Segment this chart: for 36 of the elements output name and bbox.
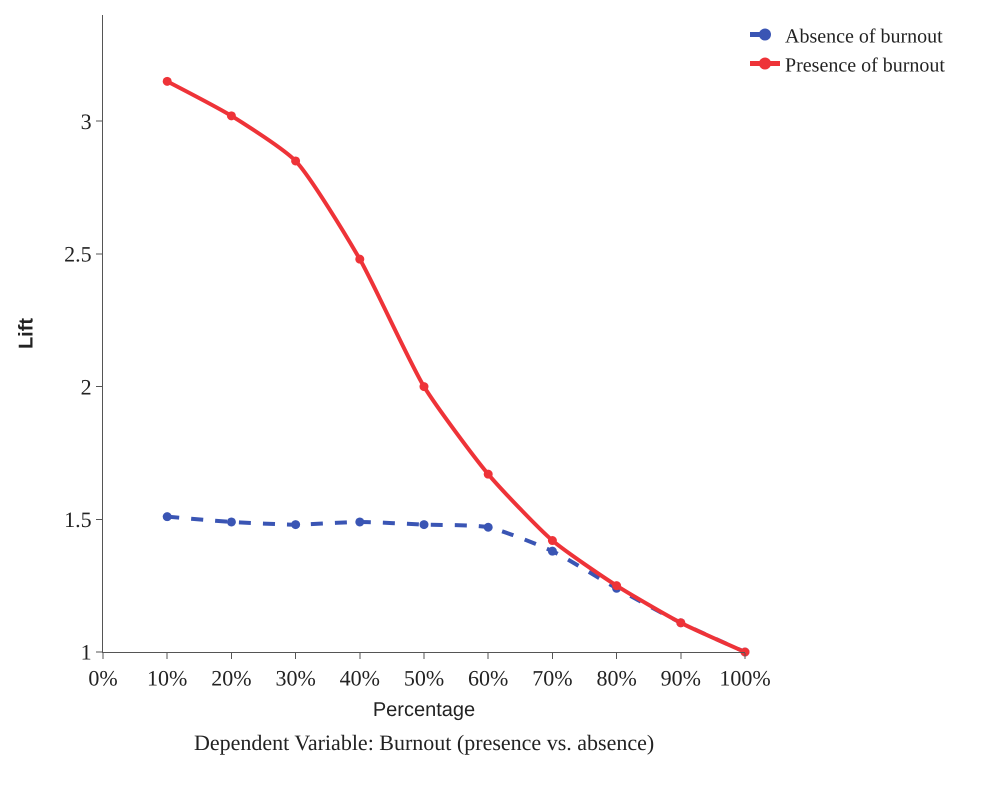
point (548, 546, 557, 556)
point (162, 512, 172, 522)
y-tick-label: 3 (80, 108, 92, 134)
point (226, 111, 236, 120)
x-tick-label: 100% (719, 665, 771, 690)
y-tick-label: 1 (80, 640, 92, 665)
point (612, 581, 622, 590)
point (484, 470, 493, 479)
point (420, 520, 428, 530)
x-tick-label: 90% (660, 665, 701, 690)
point (420, 382, 428, 392)
point (548, 536, 557, 546)
y-tick-label: 1.5 (64, 506, 92, 532)
x-tick-label: 10% (147, 665, 188, 690)
point (291, 520, 300, 530)
legend-label: Absence of burnout (785, 25, 944, 48)
x-axis-title: Percentage (372, 698, 476, 721)
x-tick-label: 20% (211, 665, 252, 690)
text: Dependent Variable: Burnout (presence vs. absence) (194, 730, 654, 755)
y-axis-title: Lift (16, 318, 38, 350)
x-tick-label: 40% (340, 665, 380, 690)
x-tick-label: 80% (596, 665, 637, 690)
x-tick-label: 0% (88, 665, 118, 690)
point (355, 517, 364, 526)
y-tick-label: 2 (80, 374, 92, 400)
y-tick-label: 2.5 (64, 242, 92, 267)
x-tick-label: 30% (275, 665, 316, 690)
point (291, 156, 300, 166)
x-tick-label: 60% (468, 665, 508, 690)
point (226, 517, 236, 526)
point (162, 76, 172, 86)
point (484, 522, 493, 532)
x-tick-label: 50% (404, 665, 444, 690)
x-tick-label: 70% (532, 665, 573, 690)
point (355, 254, 364, 264)
legend-label: Presence of burnout (785, 54, 946, 76)
